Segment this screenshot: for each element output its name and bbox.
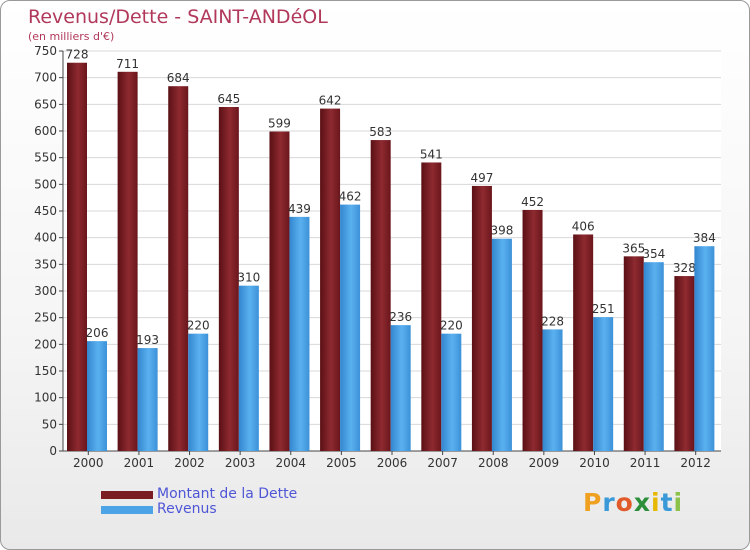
- data-label-dette-2008: 497: [470, 171, 493, 185]
- bar-dette-2001: [117, 71, 138, 452]
- y-tick-label: 500: [34, 177, 57, 191]
- data-label-revenus-2001: 193: [136, 333, 159, 347]
- data-label-revenus-2004: 439: [288, 202, 311, 216]
- x-tick-label-2010: 2010: [579, 456, 610, 470]
- data-label-dette-2005: 642: [319, 94, 342, 108]
- bar-revenus-2008: [491, 238, 512, 451]
- data-label-revenus-2003: 310: [237, 271, 260, 285]
- data-label-revenus-2006: 236: [389, 310, 412, 324]
- bar-revenus-2010: [593, 317, 614, 451]
- y-tick-label: 50: [42, 417, 57, 431]
- bar-dette-2002: [168, 86, 189, 451]
- y-tick-label: 300: [34, 284, 57, 298]
- y-tick-label: 100: [34, 391, 57, 405]
- x-tick-label-2009: 2009: [529, 456, 560, 470]
- bar-dette-2012: [674, 276, 695, 451]
- bar-revenus-2006: [390, 325, 411, 451]
- bar-dette-2000: [67, 62, 87, 451]
- data-label-dette-2004: 599: [268, 117, 291, 131]
- data-label-revenus-2010: 251: [592, 302, 615, 316]
- y-tick-label: 400: [34, 231, 57, 245]
- x-tick-label-2005: 2005: [326, 456, 357, 470]
- logo-letter: x: [633, 488, 651, 517]
- y-tick-label: 700: [34, 71, 57, 85]
- bar-revenus-2012: [694, 246, 715, 451]
- chart-subtitle: (en milliers d'€): [28, 30, 115, 43]
- data-label-revenus-2009: 228: [541, 314, 564, 328]
- y-tick-label: 750: [34, 44, 57, 58]
- bar-dette-2011: [623, 256, 644, 451]
- data-label-dette-2011: 365: [622, 241, 645, 255]
- logo-letter: o: [615, 488, 634, 517]
- y-tick-label: 0: [49, 444, 57, 458]
- data-label-dette-2001: 711: [116, 57, 139, 71]
- legend-label-dette: Montant de la Dette: [157, 486, 298, 502]
- y-tick-label: 200: [34, 337, 57, 351]
- x-tick-label-2008: 2008: [478, 456, 509, 470]
- y-tick-label: 350: [34, 257, 57, 271]
- proxiti-logo: Proxiti: [583, 488, 683, 517]
- bar-dette-2007: [421, 162, 442, 451]
- data-label-revenus-2000: 206: [86, 326, 109, 340]
- data-label-dette-2000: 728: [66, 48, 89, 62]
- bar-revenus-2007: [441, 333, 462, 451]
- y-tick-label: 600: [34, 124, 57, 138]
- chart-title: Revenus/Dette - SAINT-ANDéOL: [28, 6, 328, 28]
- data-label-dette-2010: 406: [572, 219, 595, 233]
- data-label-dette-2003: 645: [217, 92, 240, 106]
- y-tick-label: 150: [34, 364, 57, 378]
- bar-revenus-2005: [340, 204, 361, 451]
- bar-revenus-2011: [643, 262, 664, 451]
- y-tick-label: 650: [34, 97, 57, 111]
- legend-swatch-revenus: [101, 506, 153, 514]
- x-tick-label-2006: 2006: [377, 456, 408, 470]
- logo-letter: t: [660, 488, 674, 517]
- logo-letter: i: [651, 488, 661, 517]
- legend-swatch-dette: [101, 491, 153, 499]
- bar-dette-2009: [522, 209, 543, 451]
- bar-revenus-2002: [188, 333, 209, 451]
- data-label-revenus-2005: 462: [339, 190, 362, 204]
- bar-revenus-2009: [542, 329, 563, 451]
- x-tick-label-2007: 2007: [427, 456, 458, 470]
- data-label-revenus-2011: 354: [642, 247, 665, 261]
- data-label-revenus-2012: 384: [693, 231, 716, 245]
- y-tick-label: 550: [34, 151, 57, 165]
- data-label-revenus-2002: 220: [187, 319, 210, 333]
- legend-label-revenus: Revenus: [157, 501, 217, 517]
- bar-dette-2003: [218, 107, 239, 451]
- bar-dette-2004: [269, 131, 290, 452]
- bar-dette-2008: [471, 185, 492, 451]
- data-label-dette-2006: 583: [369, 125, 392, 139]
- data-label-dette-2009: 452: [521, 195, 544, 209]
- data-label-dette-2012: 328: [673, 261, 696, 275]
- x-tick-label-2000: 2000: [73, 456, 104, 470]
- data-label-revenus-2008: 398: [490, 224, 513, 238]
- bar-dette-2010: [573, 234, 594, 451]
- bar-revenus-2000: [87, 341, 107, 451]
- logo-letter: i: [673, 488, 684, 517]
- bar-revenus-2001: [137, 348, 158, 451]
- logo-letter: r: [602, 488, 616, 517]
- bar-revenus-2003: [238, 285, 259, 451]
- data-label-dette-2007: 541: [420, 147, 443, 161]
- x-tick-label-2003: 2003: [225, 456, 256, 470]
- bar-revenus-2004: [289, 216, 310, 451]
- x-tick-label-2004: 2004: [275, 456, 306, 470]
- bar-dette-2006: [370, 140, 391, 452]
- y-tick-label: 450: [34, 204, 57, 218]
- logo-letter: P: [583, 488, 603, 517]
- x-tick-label-2012: 2012: [680, 456, 711, 470]
- y-tick-label: 250: [34, 311, 57, 325]
- x-tick-label-2001: 2001: [124, 456, 155, 470]
- data-label-revenus-2007: 220: [440, 319, 463, 333]
- data-label-dette-2002: 684: [167, 71, 190, 85]
- x-tick-label-2002: 2002: [174, 456, 205, 470]
- bar-dette-2005: [320, 108, 341, 451]
- x-tick-label-2011: 2011: [630, 456, 661, 470]
